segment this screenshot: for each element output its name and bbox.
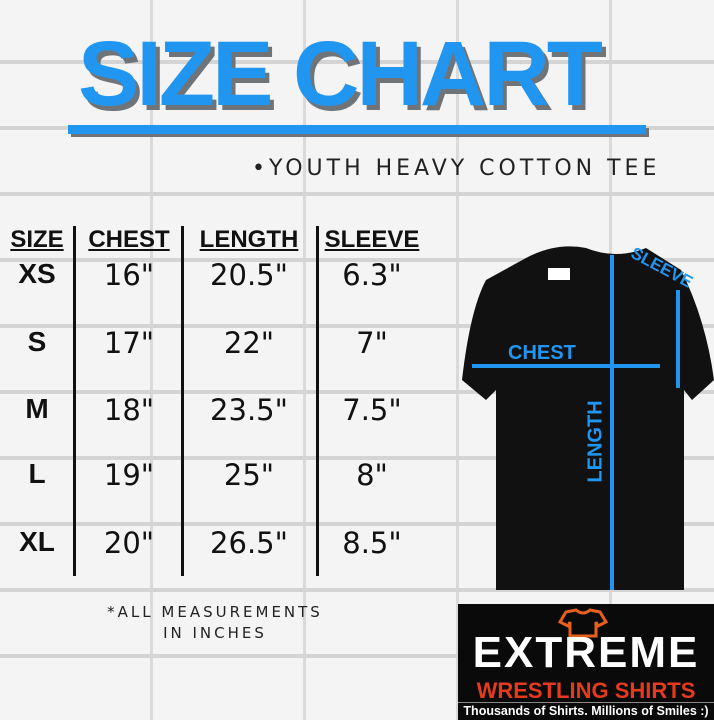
measurement-cell: 8.5" (342, 526, 402, 560)
logo-subtitle: WRESTLING SHIRTS (476, 678, 696, 703)
length-label: LENGTH (584, 400, 607, 483)
measurement-cell: 19" (103, 458, 155, 492)
measurement-cell: 22" (223, 326, 275, 360)
measurement-cell: 8" (356, 458, 388, 492)
tshirt-diagram (462, 246, 714, 590)
title-underline (68, 125, 646, 134)
measurement-cell: 26.5" (210, 526, 288, 560)
chest-label: CHEST (508, 342, 576, 364)
product-subtitle: •YOUTH HEAVY COTTON TEE (252, 156, 661, 181)
size-label: S (27, 326, 47, 357)
measurement-cell: 20" (103, 526, 155, 560)
shirt-logo-icon (558, 608, 608, 638)
size-label: M (25, 393, 49, 424)
measurement-cell: 7" (356, 326, 388, 360)
measurement-cell: 6.3" (342, 258, 402, 292)
size-label: XL (19, 526, 55, 557)
header-chest: CHEST (88, 226, 170, 253)
header-sleeve: SLEEVE (324, 226, 420, 253)
tag-label (548, 268, 570, 280)
brand-logo: EXTREME WRESTLING SHIRTS Thousands of Sh… (458, 604, 714, 720)
measurement-cell: 25" (223, 458, 275, 492)
note-line: IN INCHES (163, 624, 267, 642)
measurement-cell: 17" (103, 326, 155, 360)
header-length: LENGTH (199, 226, 299, 253)
column-divider (181, 226, 184, 576)
note-line: *ALL MEASUREMENTS (107, 603, 323, 621)
size-label: L (28, 458, 46, 489)
logo-name: EXTREME (472, 628, 700, 677)
measurement-note: *ALL MEASUREMENTS IN INCHES (107, 602, 323, 644)
column-divider (73, 226, 76, 576)
column-divider (316, 226, 319, 576)
measurement-cell: 18" (103, 393, 155, 427)
measurement-cell: 20.5" (210, 258, 288, 292)
measurement-cell: 16" (103, 258, 155, 292)
tshirt-shape (462, 246, 714, 590)
measurement-cell: 23.5" (210, 393, 288, 427)
header-size: SIZE (10, 226, 64, 253)
size-label: XS (18, 258, 56, 289)
page-title: SIZE CHART (78, 23, 603, 125)
measurement-cell: 7.5" (342, 393, 402, 427)
logo-tagline: Thousands of Shirts. Millions of Smiles … (458, 702, 714, 718)
